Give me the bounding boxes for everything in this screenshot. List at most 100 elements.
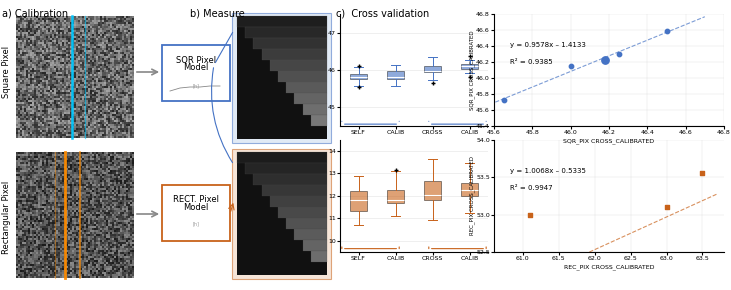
Bar bbox=[114, 72, 116, 74]
Bar bbox=[72, 156, 74, 158]
Bar bbox=[88, 266, 90, 268]
Bar bbox=[96, 172, 98, 174]
Bar bbox=[22, 210, 24, 212]
Bar bbox=[122, 118, 124, 120]
Bar bbox=[64, 46, 66, 48]
Bar bbox=[60, 128, 62, 130]
Bar bbox=[40, 24, 42, 26]
Bar bbox=[94, 158, 96, 160]
Bar bbox=[46, 76, 48, 78]
Bar bbox=[102, 26, 104, 28]
Bar bbox=[118, 256, 120, 258]
Bar bbox=[78, 204, 80, 206]
Bar bbox=[26, 208, 28, 210]
Bar bbox=[30, 134, 32, 136]
Bar bbox=[128, 76, 130, 78]
Bar bbox=[92, 190, 94, 192]
Bar bbox=[116, 214, 118, 216]
Bar bbox=[44, 88, 46, 90]
Bar bbox=[40, 272, 42, 274]
Bar bbox=[66, 200, 68, 202]
Bar bbox=[110, 52, 112, 54]
Bar bbox=[42, 156, 44, 158]
Bar bbox=[40, 246, 42, 248]
Bar bbox=[68, 274, 70, 276]
Bar bbox=[96, 250, 98, 252]
Bar bbox=[122, 252, 124, 254]
Bar bbox=[64, 82, 66, 84]
Bar bbox=[86, 76, 88, 78]
Bar bbox=[108, 238, 110, 240]
Bar bbox=[32, 46, 34, 48]
Bar bbox=[52, 272, 54, 274]
Bar bbox=[70, 276, 72, 278]
Bar bbox=[116, 216, 118, 218]
Bar bbox=[126, 208, 128, 210]
Bar bbox=[40, 44, 42, 46]
Bar bbox=[128, 36, 130, 38]
Bar bbox=[130, 196, 132, 198]
Bar bbox=[16, 88, 18, 90]
Bar bbox=[46, 270, 48, 272]
Bar bbox=[78, 252, 80, 254]
Bar bbox=[66, 22, 68, 24]
Bar bbox=[62, 220, 64, 222]
Bar bbox=[74, 254, 76, 256]
Bar bbox=[62, 100, 64, 102]
Bar bbox=[42, 26, 44, 28]
Bar bbox=[56, 86, 58, 88]
Bar bbox=[62, 268, 64, 270]
Bar bbox=[28, 268, 30, 270]
Bar bbox=[94, 92, 96, 94]
Bar bbox=[52, 270, 54, 272]
Bar bbox=[26, 268, 28, 270]
Bar bbox=[54, 160, 56, 162]
Bar bbox=[96, 32, 98, 34]
Bar bbox=[110, 198, 112, 200]
Bar bbox=[28, 80, 30, 82]
Bar bbox=[36, 54, 38, 56]
Bar bbox=[20, 126, 22, 128]
Bar bbox=[132, 94, 134, 96]
Bar bbox=[32, 248, 34, 250]
Bar bbox=[34, 202, 36, 204]
Bar bbox=[24, 88, 26, 90]
Bar bbox=[22, 66, 24, 68]
Bar bbox=[48, 226, 50, 228]
Bar bbox=[122, 110, 124, 112]
Bar bbox=[22, 194, 24, 196]
Bar bbox=[70, 122, 72, 124]
Bar bbox=[60, 114, 62, 116]
Bar bbox=[38, 222, 40, 224]
Bar bbox=[30, 192, 32, 194]
Bar bbox=[86, 160, 88, 162]
Bar bbox=[122, 98, 124, 100]
Bar bbox=[52, 176, 54, 178]
Bar bbox=[116, 16, 118, 18]
Bar bbox=[122, 194, 124, 196]
Bar bbox=[98, 262, 100, 264]
Bar bbox=[58, 100, 60, 102]
Bar bbox=[42, 50, 44, 52]
Bar bbox=[54, 272, 56, 274]
Bar bbox=[118, 18, 120, 20]
Bar bbox=[94, 208, 96, 210]
Bar bbox=[278, 207, 327, 218]
Bar bbox=[72, 102, 74, 104]
Bar bbox=[68, 104, 70, 106]
Bar bbox=[36, 182, 38, 184]
Bar bbox=[120, 154, 122, 156]
Bar bbox=[70, 272, 72, 274]
Bar bbox=[86, 172, 88, 174]
Bar bbox=[58, 32, 60, 34]
Bar bbox=[114, 248, 116, 250]
Bar bbox=[44, 68, 46, 70]
Bar bbox=[34, 276, 36, 278]
Bar bbox=[112, 26, 114, 28]
Bar bbox=[22, 222, 24, 224]
Bar bbox=[92, 154, 94, 156]
Bar bbox=[96, 74, 98, 76]
Bar bbox=[78, 164, 80, 166]
Bar bbox=[42, 122, 44, 124]
Bar bbox=[74, 36, 76, 38]
